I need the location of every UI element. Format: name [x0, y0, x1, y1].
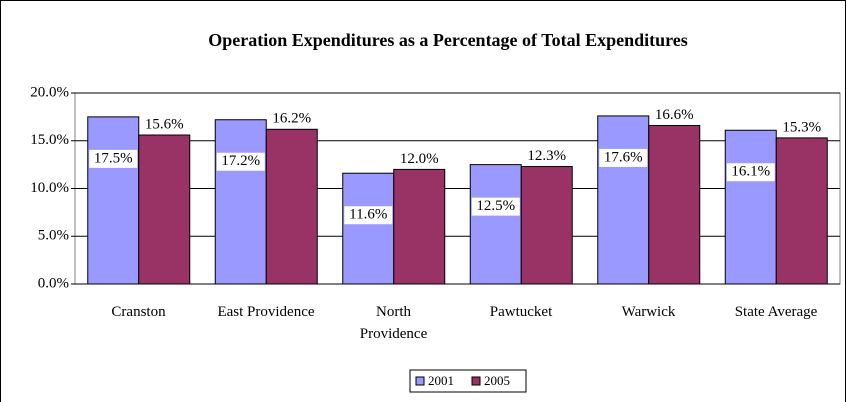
value-label: 11.6%: [349, 207, 387, 223]
value-label-bg: [216, 152, 265, 171]
bar: [775, 137, 828, 285]
x-tick-label: Pawtucket: [489, 304, 553, 320]
x-tick-label: Cranston: [111, 304, 166, 320]
y-tick-label: 0.0%: [38, 275, 69, 291]
bar: [342, 172, 395, 285]
bar: [648, 124, 701, 285]
bar: [87, 116, 140, 285]
y-tick-label: 5.0%: [38, 228, 69, 244]
legend-swatch: [471, 376, 481, 386]
x-tick-label: North Providence: [359, 304, 428, 342]
value-label: 15.3%: [782, 119, 821, 135]
x-tick-label: East Providence: [217, 304, 315, 320]
bar: [214, 119, 267, 285]
x-tick-label: State Average: [734, 304, 818, 320]
bar: [393, 168, 446, 285]
value-label-bg: [471, 197, 520, 216]
x-tick-label: Warwick: [621, 304, 676, 320]
value-label: 17.6%: [604, 149, 643, 165]
bar: [138, 134, 191, 285]
value-label: 12.0%: [400, 151, 439, 167]
legend-swatch: [415, 376, 425, 386]
bar: [724, 129, 777, 285]
value-label: 16.6%: [655, 107, 694, 123]
value-label-bg: [599, 148, 648, 167]
legend-box: [409, 369, 527, 393]
legend-label: 2005: [484, 373, 510, 388]
bar: [597, 115, 650, 285]
bar: [520, 166, 573, 285]
y-tick-label: 20.0%: [30, 84, 69, 100]
value-label-bg: [344, 206, 393, 225]
bar: [265, 128, 318, 285]
value-label: 15.6%: [145, 116, 184, 132]
chart-title: Operation Expenditures as a Percentage o…: [208, 30, 688, 50]
value-label: 12.3%: [527, 148, 566, 164]
value-label: 16.2%: [272, 111, 311, 127]
value-label-bg: [726, 163, 775, 182]
value-label: 12.5%: [476, 198, 515, 214]
y-tick-label: 15.0%: [30, 132, 69, 148]
legend-label: 2001: [428, 373, 454, 388]
value-label-bg: [89, 149, 138, 168]
value-label: 17.2%: [221, 153, 260, 169]
y-tick-label: 10.0%: [30, 180, 69, 196]
value-label: 17.5%: [94, 150, 133, 166]
value-label: 16.1%: [731, 164, 770, 180]
bar: [469, 164, 522, 285]
